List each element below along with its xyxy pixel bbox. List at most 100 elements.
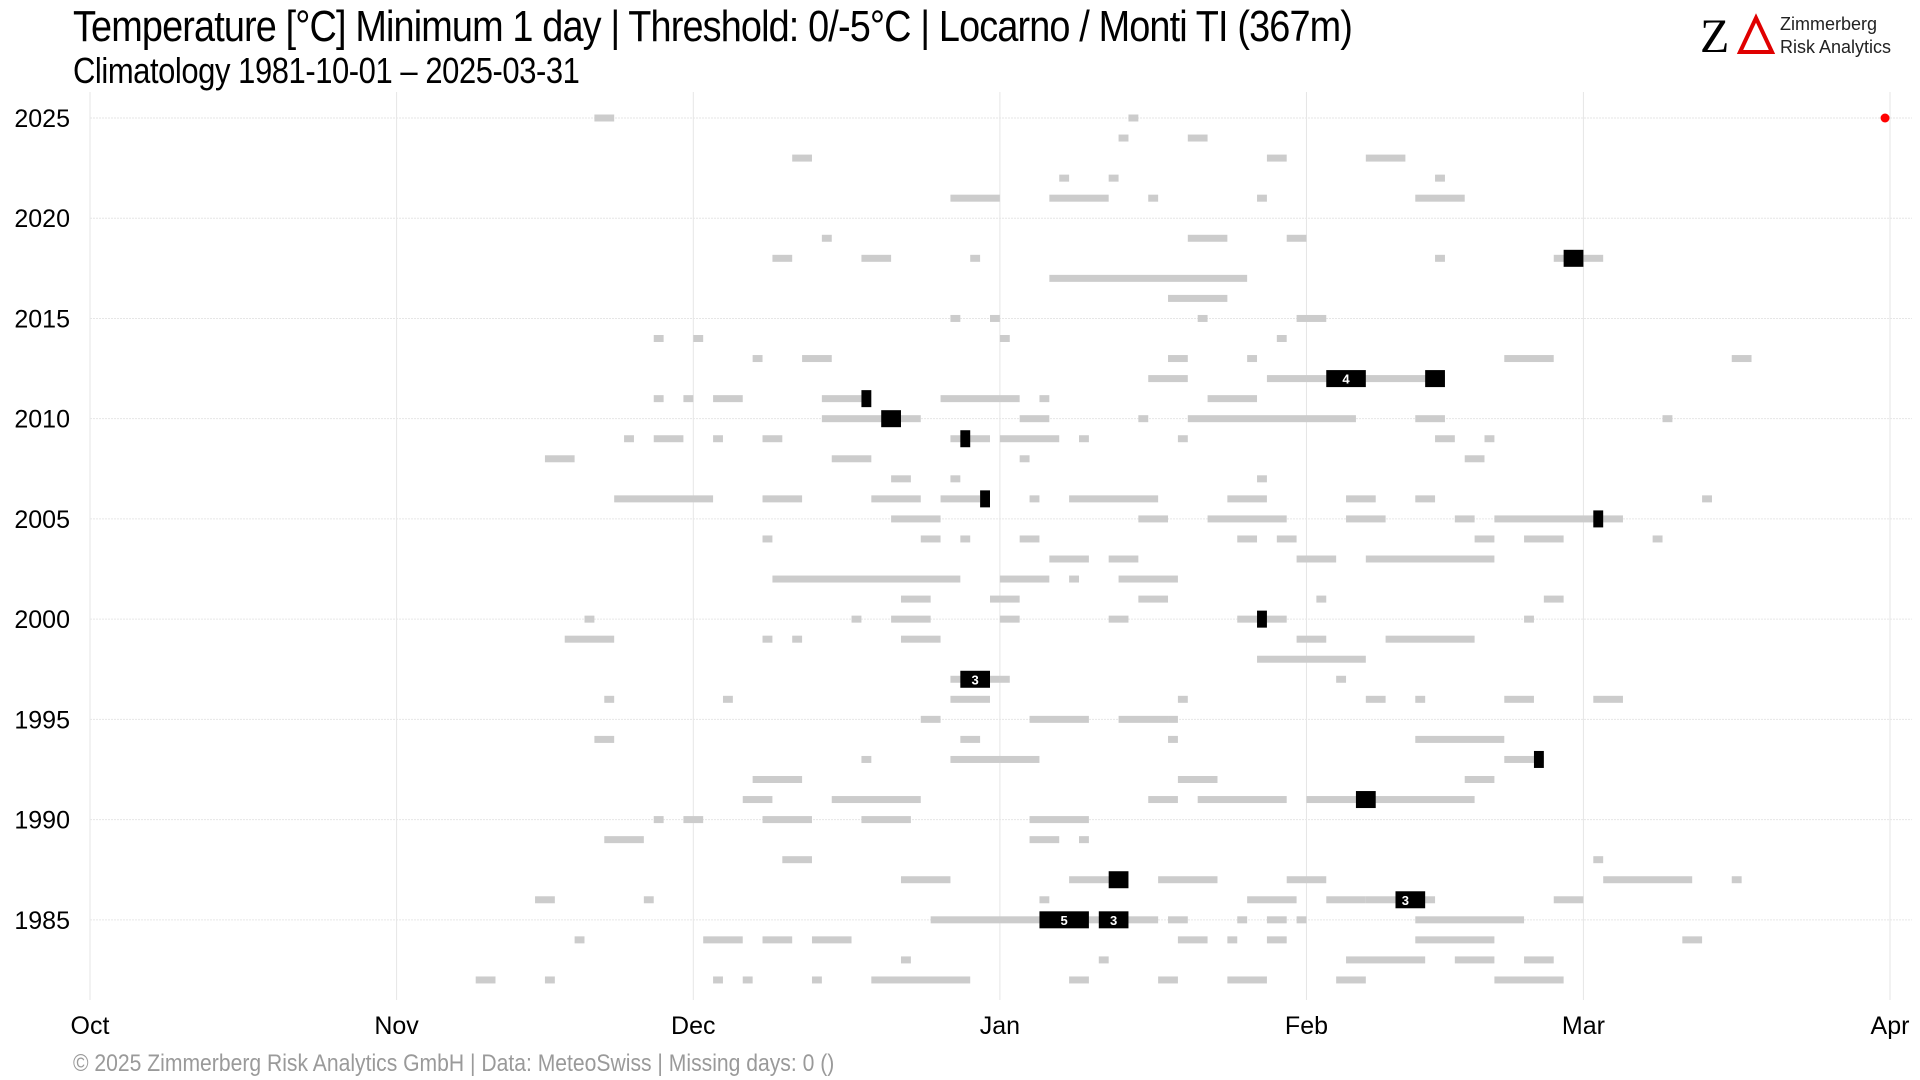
cold-spell-bar <box>1346 956 1426 964</box>
spell-length-label: 3 <box>1402 893 1409 908</box>
cold-spell-bar <box>1682 936 1703 944</box>
cold-spell-bar <box>772 254 793 262</box>
cold-spell-bar <box>1385 635 1475 643</box>
cold-spell-bar <box>762 936 793 944</box>
cold-spell-bar <box>475 976 496 984</box>
cold-spell-bar <box>1702 495 1712 503</box>
y-tick-label: 2005 <box>14 506 70 534</box>
cold-spell-bar <box>1177 776 1218 783</box>
cold-spell-bar <box>722 695 733 703</box>
cold-spell-bar <box>1118 134 1129 142</box>
cold-spell-bar <box>1257 655 1366 663</box>
very-cold-spell-bar <box>1039 911 1089 929</box>
cold-spell-bar <box>1168 916 1188 924</box>
cold-spell-bar <box>1266 916 1287 924</box>
cold-spell-bar <box>1187 415 1356 423</box>
y-tick-label: 2020 <box>14 205 70 233</box>
very-cold-spell-bar <box>960 430 971 448</box>
cold-spell-bar <box>1049 274 1248 282</box>
cold-spell-bar <box>1435 435 1455 443</box>
cold-spell-bar <box>1266 154 1287 162</box>
cold-spell-bar <box>1296 314 1327 322</box>
footer-caption: © 2025 Zimmerberg Risk Analytics GmbH | … <box>73 1050 835 1077</box>
y-tick-label: 1990 <box>14 807 70 835</box>
cold-spell-bar <box>1177 936 1208 944</box>
cold-spell-bar <box>1158 876 1218 884</box>
cold-spell-bar <box>653 395 664 403</box>
cold-spell-bar <box>1019 535 1040 543</box>
cold-spell-bar <box>1662 415 1673 423</box>
cold-spell-bar <box>1177 695 1188 703</box>
cold-spell-bar <box>584 615 595 623</box>
cold-spell-bar <box>1069 876 1119 884</box>
cold-spell-bar <box>1197 796 1287 804</box>
cold-spell-bar <box>1494 976 1564 984</box>
cold-spell-bar <box>1059 174 1070 182</box>
cold-spell-bar <box>713 395 743 403</box>
cold-spell-bar <box>762 435 783 443</box>
cold-spell-bar <box>960 535 971 543</box>
x-tick-label: Dec <box>671 1012 715 1040</box>
cold-spell-bar <box>950 194 1000 202</box>
cold-spell-bar <box>999 435 1060 443</box>
cold-spell-bar <box>713 976 723 984</box>
cold-spell-bar <box>1593 695 1623 703</box>
very-cold-spell-bar <box>1098 911 1129 929</box>
cold-spell-bar <box>1049 555 1089 563</box>
cold-spell-bar <box>1177 435 1188 443</box>
x-tick-label: Feb <box>1285 1012 1328 1040</box>
cold-spell-bar <box>950 755 1040 763</box>
cold-spell-bar <box>1197 314 1208 322</box>
cold-spell-bar <box>614 495 714 503</box>
cold-spell-bar <box>782 856 812 864</box>
very-cold-spell-bar <box>1533 750 1544 768</box>
cold-spell-bar <box>960 735 981 743</box>
cold-spell-bar <box>1415 735 1505 743</box>
cold-spell-bar <box>1504 355 1554 363</box>
cold-spell-bar <box>1524 956 1554 964</box>
cold-spell-bar <box>544 976 555 984</box>
cold-spell-bar <box>1029 495 1040 503</box>
cold-spell-bar <box>1365 555 1495 563</box>
cold-spell-bar <box>940 395 1020 403</box>
very-cold-spell-bar <box>1395 891 1426 909</box>
cold-spell-bar <box>999 335 1010 342</box>
cold-spell-bar <box>742 796 773 804</box>
cold-spell-bar <box>1079 836 1089 844</box>
cold-spell-bar <box>900 635 941 643</box>
cold-spell-bar <box>1118 575 1178 583</box>
cold-spell-bar <box>1346 515 1386 523</box>
cold-spell-bar <box>1069 495 1159 503</box>
cold-spell-bar <box>861 755 872 763</box>
chart-subtitle: Climatology 1981-10-01 – 2025-03-31 <box>73 50 580 91</box>
very-cold-spell-bar <box>881 410 901 428</box>
y-tick-label: 2010 <box>14 406 70 434</box>
cold-spell-bar <box>1029 715 1089 723</box>
cold-spell-bar <box>1415 495 1436 503</box>
cold-spell-bar <box>1415 916 1525 924</box>
logo-text-line-2: Risk Analytics <box>1780 37 1892 57</box>
cold-spell-bar <box>1227 936 1238 944</box>
cold-spell-bar <box>1365 154 1406 162</box>
cold-spell-bar <box>950 314 961 322</box>
cold-spell-bar <box>990 314 1000 322</box>
cold-spell-bar <box>1346 495 1376 503</box>
cold-spell-bar <box>1464 455 1485 463</box>
cold-spell-bar <box>1029 836 1060 844</box>
cold-spell-bar <box>1435 174 1445 182</box>
cold-spell-bar <box>811 976 822 984</box>
cold-spell-bar <box>871 976 971 984</box>
cold-spell-bar <box>990 595 1020 603</box>
cold-spell-bar <box>535 896 555 904</box>
x-tick-label: Apr <box>1871 1012 1910 1040</box>
cold-spell-bar <box>871 495 921 503</box>
cold-spell-bar <box>653 435 684 443</box>
cold-spell-bar <box>1306 796 1475 804</box>
cold-spell-bar <box>1138 515 1169 523</box>
cold-spell-bar <box>940 495 981 503</box>
cold-spell-bar <box>891 615 931 623</box>
y-tick-label: 2000 <box>14 606 70 634</box>
cold-spell-bar <box>821 415 921 423</box>
very-cold-spell-bar <box>980 490 990 508</box>
cold-spell-bar <box>604 695 615 703</box>
